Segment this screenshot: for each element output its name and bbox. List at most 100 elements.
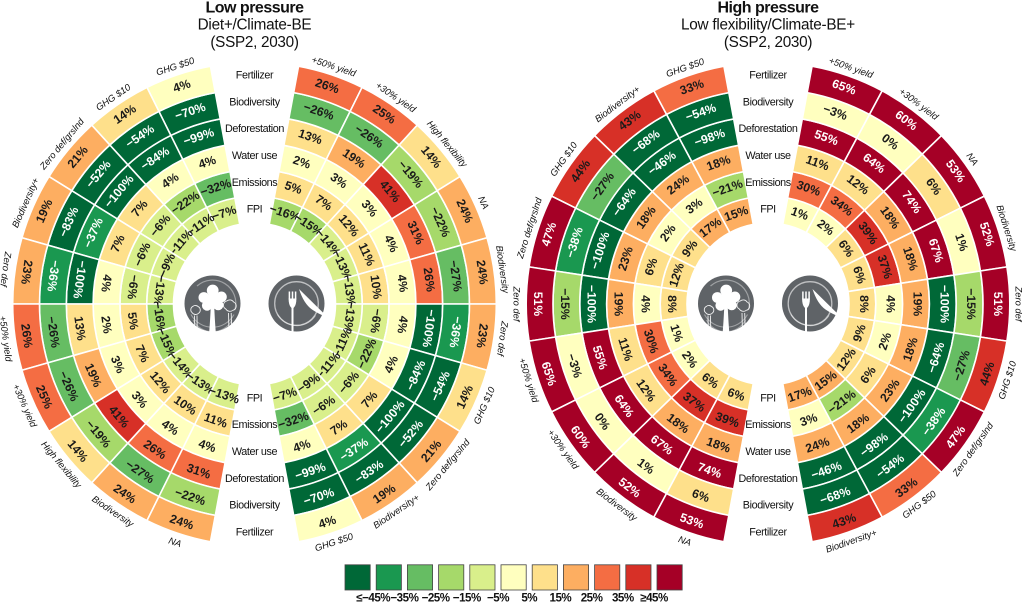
svg-text:(SSP2, 2030): (SSP2, 2030) — [724, 34, 812, 51]
svg-text:4%: 4% — [171, 76, 192, 95]
svg-text:Deforestation: Deforestation — [738, 123, 797, 135]
svg-text:Low flexibility/Climate-BE+: Low flexibility/Climate-BE+ — [681, 17, 855, 34]
svg-text:19%: 19% — [911, 292, 925, 317]
svg-text:51%: 51% — [991, 292, 1005, 317]
svg-text:−100%: −100% — [937, 285, 951, 323]
svg-text:1%: 1% — [667, 323, 686, 344]
svg-text:Biodiversity: Biodiversity — [229, 96, 280, 108]
svg-text:4%: 4% — [197, 153, 218, 172]
svg-text:2%: 2% — [98, 315, 114, 335]
svg-text:Low pressure: Low pressure — [205, 0, 304, 17]
svg-text:35%: 35% — [612, 592, 634, 602]
svg-text:24%: 24% — [474, 259, 491, 285]
svg-text:≤−45%: ≤−45% — [356, 592, 390, 602]
svg-text:Fertilizer: Fertilizer — [749, 70, 787, 82]
svg-text:Water use: Water use — [745, 150, 791, 162]
svg-text:−35%: −35% — [390, 592, 418, 602]
svg-text:26%: 26% — [420, 267, 437, 293]
svg-text:6%: 6% — [690, 486, 711, 505]
svg-text:4%: 4% — [394, 274, 410, 294]
svg-text:25%: 25% — [581, 592, 603, 602]
svg-text:−6%: −6% — [367, 308, 384, 335]
svg-text:13%: 13% — [71, 315, 88, 341]
svg-text:26%: 26% — [18, 323, 35, 349]
svg-text:6%: 6% — [850, 264, 869, 285]
svg-text:FPI: FPI — [247, 204, 263, 216]
svg-text:Deforestation: Deforestation — [225, 473, 284, 485]
svg-text:Deforestation: Deforestation — [738, 473, 797, 485]
svg-text:−5%: −5% — [487, 592, 509, 602]
svg-text:Fertilizer: Fertilizer — [749, 526, 787, 538]
svg-text:10%: 10% — [367, 274, 384, 300]
svg-text:NA: NA — [167, 535, 183, 550]
svg-text:6%: 6% — [726, 385, 747, 404]
svg-text:3%: 3% — [108, 354, 128, 376]
svg-text:5%: 5% — [125, 311, 141, 331]
svg-text:Zero def: Zero def — [0, 250, 14, 288]
svg-text:−100%: −100% — [585, 285, 599, 323]
svg-text:FPI: FPI — [247, 392, 263, 404]
svg-text:6%: 6% — [642, 256, 661, 277]
svg-text:8%: 8% — [857, 295, 871, 313]
svg-text:Water use: Water use — [745, 446, 791, 458]
svg-text:2%: 2% — [876, 331, 895, 352]
svg-text:NA: NA — [476, 194, 491, 210]
svg-text:−15%: −15% — [964, 288, 978, 320]
svg-text:8%: 8% — [665, 295, 679, 313]
svg-text:4%: 4% — [638, 295, 652, 313]
svg-text:19%: 19% — [612, 292, 626, 317]
svg-text:4%: 4% — [381, 353, 401, 375]
svg-text:7%: 7% — [132, 343, 152, 365]
svg-text:Diet+/Climate-BE: Diet+/Climate-BE — [198, 17, 312, 34]
svg-text:Zero def: Zero def — [495, 320, 511, 358]
svg-text:Fertilizer: Fertilizer — [236, 70, 274, 82]
svg-text:4%: 4% — [197, 436, 218, 455]
svg-text:−36%: −36% — [447, 316, 465, 349]
svg-text:FPI: FPI — [760, 204, 776, 216]
svg-text:Biodiversity: Biodiversity — [229, 500, 280, 512]
svg-text:4%: 4% — [291, 436, 312, 455]
svg-text:−13%: −13% — [340, 301, 358, 334]
svg-text:−36%: −36% — [44, 259, 62, 292]
svg-text:High pressure: High pressure — [717, 0, 819, 17]
svg-text:−100%: −100% — [70, 260, 89, 300]
svg-text:4%: 4% — [98, 274, 114, 294]
svg-text:−27%: −27% — [447, 259, 465, 292]
svg-text:−6%: −6% — [124, 274, 141, 301]
svg-text:−15%: −15% — [453, 592, 481, 602]
svg-text:Biodiversity: Biodiversity — [743, 96, 794, 108]
svg-text:−16%: −16% — [150, 301, 168, 334]
svg-text:3%: 3% — [798, 410, 819, 429]
svg-text:Emissions: Emissions — [232, 177, 279, 189]
svg-text:−25%: −25% — [422, 592, 450, 602]
svg-text:−13%: −13% — [340, 274, 358, 307]
svg-text:4%: 4% — [884, 295, 898, 313]
svg-text:≥45%: ≥45% — [640, 592, 668, 602]
svg-text:Emissions: Emissions — [745, 419, 792, 431]
svg-text:Deforestation: Deforestation — [225, 123, 284, 135]
svg-text:11%: 11% — [615, 336, 636, 363]
svg-text:23%: 23% — [18, 259, 35, 285]
svg-text:1%: 1% — [789, 204, 810, 223]
svg-text:Water use: Water use — [232, 446, 278, 458]
svg-text:1%: 1% — [952, 232, 971, 253]
svg-text:Emissions: Emissions — [232, 419, 279, 431]
svg-text:Zero def: Zero def — [1013, 286, 1024, 323]
svg-text:Water use: Water use — [232, 150, 278, 162]
svg-text:51%: 51% — [531, 292, 545, 317]
svg-text:5%: 5% — [521, 592, 537, 602]
svg-text:7%: 7% — [108, 233, 128, 255]
svg-text:4%: 4% — [317, 513, 338, 532]
svg-text:Fertilizer: Fertilizer — [236, 526, 274, 538]
svg-text:15%: 15% — [550, 592, 572, 602]
svg-text:NA: NA — [677, 533, 693, 548]
svg-text:−15%: −15% — [558, 288, 572, 320]
svg-text:5%: 5% — [283, 178, 304, 197]
svg-text:−100%: −100% — [420, 308, 439, 348]
svg-text:4%: 4% — [394, 315, 410, 335]
svg-text:Emissions: Emissions — [745, 177, 792, 189]
svg-text:9%: 9% — [850, 322, 869, 343]
svg-text:4%: 4% — [381, 233, 401, 255]
svg-text:Zero def: Zero def — [512, 286, 523, 323]
svg-text:Biodiversity: Biodiversity — [743, 500, 794, 512]
